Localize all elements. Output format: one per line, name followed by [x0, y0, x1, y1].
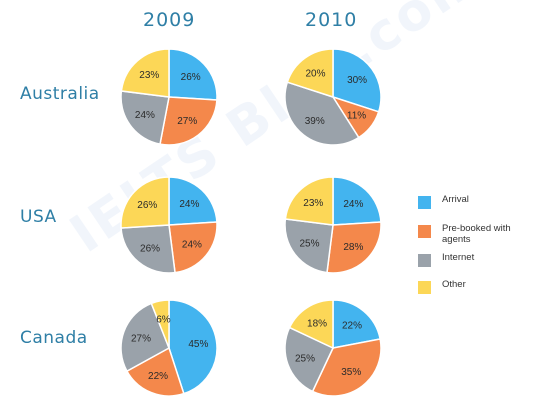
pie-slice-label: 24% — [135, 110, 155, 121]
pie-slice-label: 27% — [177, 116, 197, 127]
pie-slice-arrival — [332, 48, 382, 113]
pie-usa-2010: 24% 28% 25% 23% — [284, 176, 382, 274]
pie-slice-other — [120, 48, 170, 98]
country-label-canada: Canada — [20, 328, 88, 348]
pie-slice-pre-booked-with-agents — [311, 338, 382, 397]
pie-slice-label: 24% — [343, 199, 363, 210]
country-label-australia: Australia — [20, 84, 100, 104]
pie-slice-other — [286, 48, 334, 99]
pie-slice-label: 24% — [182, 239, 202, 250]
pie-slice-label: 26% — [140, 243, 160, 254]
pie-slice-label: 35% — [341, 367, 361, 378]
pie-slice-pre-booked-with-agents — [168, 221, 218, 274]
pie-australia-2009: 26% 27% 24% 23% — [120, 48, 218, 146]
pie-canada-2009: 45% 22% 27% 6% — [120, 299, 218, 397]
pie-slice-arrival — [168, 48, 218, 101]
pie-slice-label: 23% — [139, 70, 159, 81]
pie-slice-label: 22% — [148, 371, 168, 382]
pie-slice-label: 26% — [137, 200, 157, 211]
pie-slice-other — [288, 299, 334, 350]
pie-slice-label: 22% — [342, 321, 362, 332]
pie-slice-label: 26% — [181, 72, 201, 83]
pie-slice-internet — [120, 90, 170, 146]
pie-slice-label: 30% — [347, 75, 367, 86]
pie-slice-label: 28% — [343, 242, 363, 253]
legend-swatch-prebooked — [418, 225, 431, 238]
pie-slice-internet — [284, 81, 360, 146]
pie-slice-label: 20% — [306, 68, 326, 79]
pie-slice-label: 18% — [307, 318, 327, 329]
pie-slice-label: 23% — [303, 198, 323, 209]
pie-slice-arrival — [168, 299, 218, 395]
pie-canada-2010: 22% 35% 25% 18% — [284, 299, 382, 397]
pie-australia-2010: 30% 11% 39% 20% — [284, 48, 382, 146]
pie-slice-pre-booked-with-agents — [125, 346, 185, 397]
pie-slice-other — [284, 176, 334, 226]
legend-label-other: Other — [442, 279, 466, 290]
pie-slice-internet — [120, 302, 170, 373]
pie-slice-internet — [284, 326, 334, 393]
pie-slice-label: 27% — [131, 333, 151, 344]
pie-slice-internet — [284, 218, 334, 274]
year-label-2009: 2009 — [143, 9, 196, 31]
pie-slice-label: 24% — [179, 199, 199, 210]
country-label-usa: USA — [20, 207, 57, 227]
pie-slice-pre-booked-with-agents — [326, 221, 382, 274]
pie-slice-label: 25% — [299, 239, 319, 250]
legend-label-prebooked: Pre-booked with agents — [442, 223, 511, 245]
pie-slice-label: 6% — [156, 314, 171, 325]
pie-slice-label: 45% — [188, 339, 208, 350]
pie-slice-other — [150, 299, 170, 349]
legend-swatch-arrival — [418, 196, 431, 209]
pie-slice-arrival — [332, 176, 382, 226]
pie-slice-other — [120, 176, 170, 229]
legend-swatch-other — [418, 281, 431, 294]
pie-slice-pre-booked-with-agents — [159, 96, 218, 146]
pie-slice-label: 39% — [305, 116, 325, 127]
legend-label-internet: Internet — [442, 252, 475, 263]
legend-label-arrival: Arrival — [442, 194, 469, 205]
pie-slice-label: 25% — [295, 354, 315, 365]
year-label-2010: 2010 — [305, 9, 358, 31]
pie-slice-internet — [120, 224, 176, 274]
legend-swatch-internet — [418, 254, 431, 267]
pie-slice-arrival — [332, 299, 382, 349]
pie-usa-2009: 24% 24% 26% 26% — [120, 176, 218, 274]
pie-slice-arrival — [168, 176, 218, 226]
pie-slice-label: 11% — [347, 111, 366, 122]
